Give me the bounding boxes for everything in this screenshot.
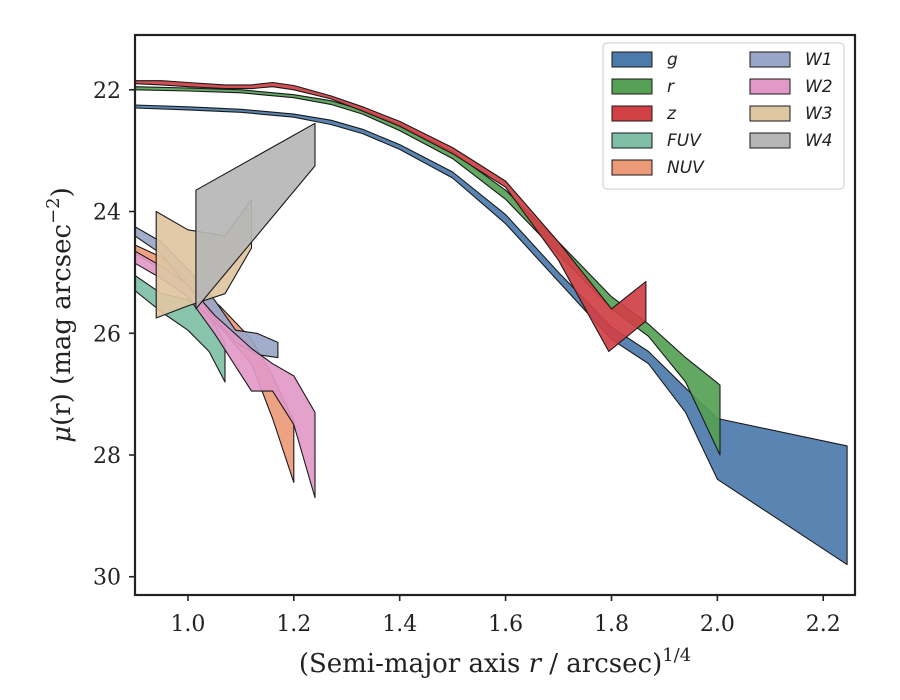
y-tick-label: 28 <box>93 444 121 469</box>
legend-label-w2: W2 <box>805 77 833 97</box>
data-bands <box>135 80 848 566</box>
legend-label-g: g <box>667 50 678 70</box>
x-tick-label: 1.8 <box>594 612 629 637</box>
band-z <box>135 80 647 353</box>
legend-swatch-r <box>611 78 653 95</box>
x-axis: 1.0 1.2 1.4 1.6 1.8 2.0 2.2 <box>170 595 841 637</box>
legend-label-w4: W4 <box>805 131 833 151</box>
legend-label-nuv: NUV <box>667 158 705 178</box>
legend-swatch-w1 <box>749 51 791 68</box>
legend: grz FUV NUV W1 W2 W3 W4 <box>602 42 845 190</box>
x-tick-label: 2.2 <box>806 612 841 637</box>
plot-frame <box>133 33 857 597</box>
x-axis-label: (Semi-major axis r / arcsec)1/4 <box>299 645 691 679</box>
x-tick-label: 1.2 <box>276 612 311 637</box>
legend-label-r: r <box>667 77 675 97</box>
band-w4 <box>195 122 316 310</box>
y-tick-label: 24 <box>93 201 121 226</box>
legend-swatch-fuv <box>611 132 653 149</box>
legend-swatch-w2 <box>749 78 791 95</box>
legend-label-w3: W3 <box>805 104 833 124</box>
y-axis: 22 24 26 28 30 <box>93 79 135 591</box>
x-tick-label: 1.4 <box>382 612 417 637</box>
legend-items: grz FUV NUV W1 W2 W3 W4 <box>611 50 833 178</box>
legend-swatch-g <box>611 51 653 68</box>
band-g <box>135 104 848 566</box>
legend-swatch-nuv <box>611 159 653 176</box>
x-tick-label: 1.0 <box>170 612 205 637</box>
y-tick-label: 22 <box>93 79 121 104</box>
y-tick-label: 30 <box>93 566 121 591</box>
legend-label-fuv: FUV <box>667 131 702 151</box>
x-tick-label: 2.0 <box>700 612 735 637</box>
legend-swatch-w4 <box>749 132 791 149</box>
x-tick-label: 1.6 <box>488 612 523 637</box>
legend-swatch-z <box>611 105 653 122</box>
legend-label-w1: W1 <box>805 50 833 70</box>
y-tick-label: 26 <box>93 322 121 347</box>
legend-label-z: z <box>666 104 677 124</box>
legend-swatch-w3 <box>749 105 791 122</box>
y-axis-label: μ(r) (mag arcsec−2) <box>43 187 77 443</box>
